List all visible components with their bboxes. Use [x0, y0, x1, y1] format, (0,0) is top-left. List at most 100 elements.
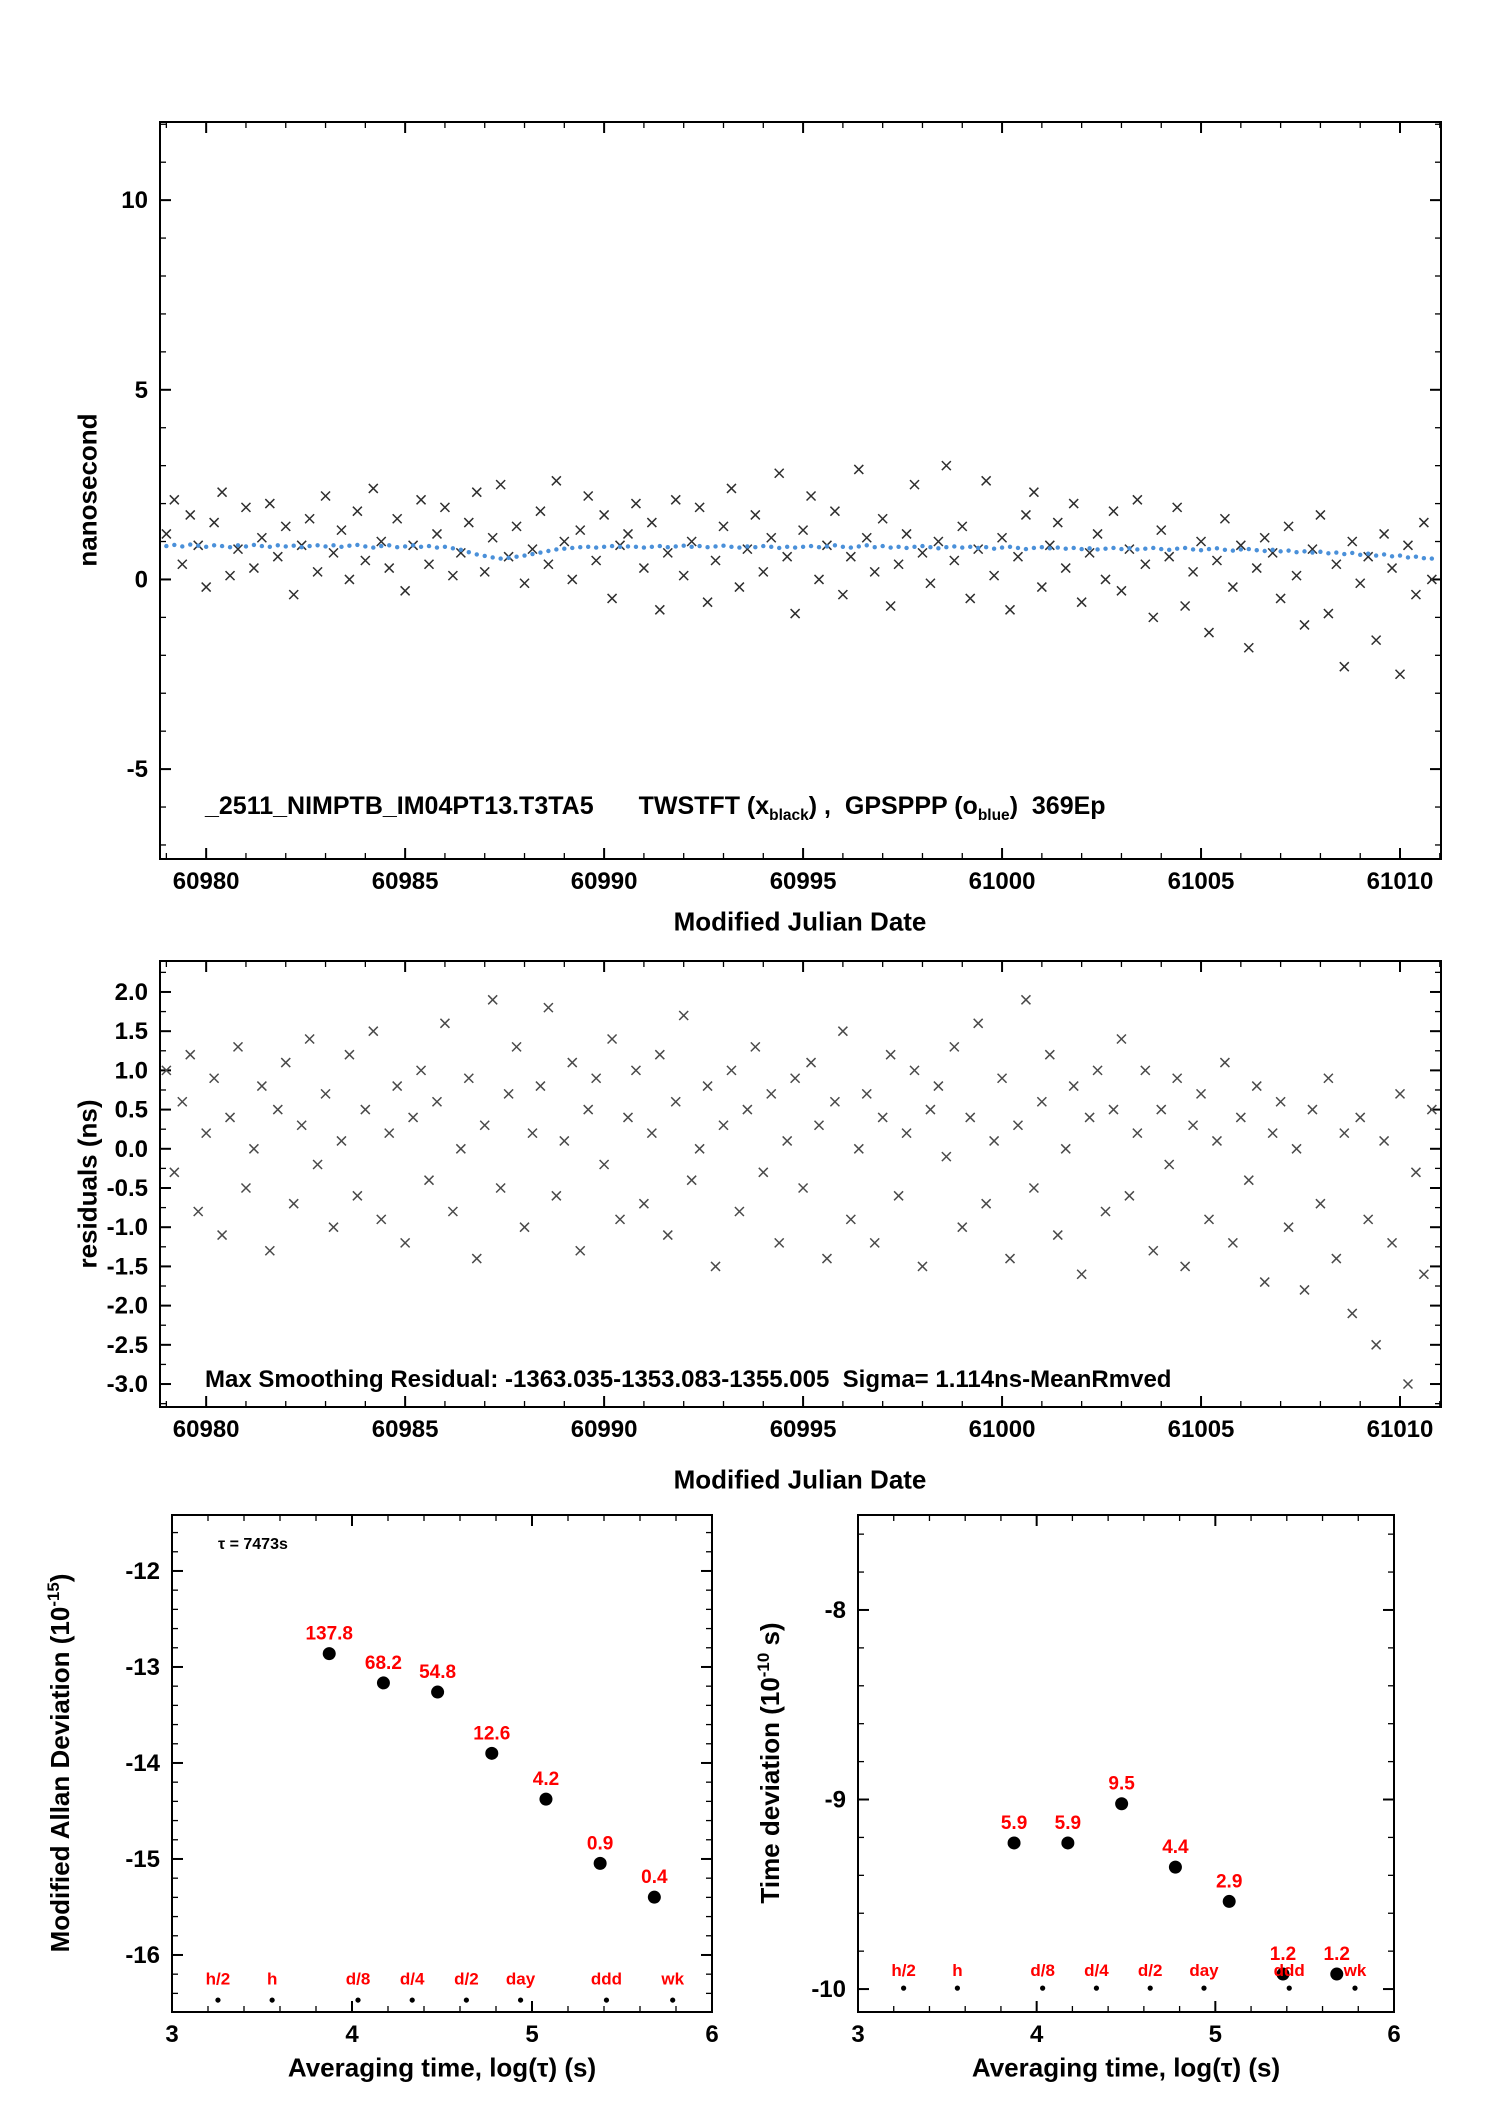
dot-marker — [729, 544, 734, 550]
dot-marker — [832, 543, 838, 548]
x-marker — [861, 1088, 872, 1099]
unit-marker-label: d/2 — [454, 1970, 479, 1989]
x-marker — [766, 532, 777, 543]
y-tick-label: -1.5 — [107, 1253, 148, 1280]
x-tick-label: 61000 — [969, 868, 1036, 895]
dot-marker — [1031, 545, 1037, 551]
x-marker — [400, 1237, 411, 1248]
x-marker — [869, 566, 880, 577]
dot-marker — [188, 542, 193, 547]
x-marker — [893, 1190, 904, 1201]
deviation-value-label: 137.8 — [305, 1624, 353, 1645]
x-marker — [591, 555, 602, 566]
x-marker — [949, 555, 960, 566]
x-marker — [1347, 536, 1358, 547]
x-marker — [312, 1159, 323, 1170]
x-marker — [989, 570, 1000, 581]
deviation-value-label: 9.5 — [1108, 1774, 1135, 1795]
y-tick-label: 1.0 — [115, 1057, 148, 1084]
x-marker — [829, 1096, 840, 1107]
x-marker — [384, 1128, 395, 1139]
dot-marker — [1262, 548, 1267, 554]
panel-mdev: 3 4 5 6 -12 -13 -14 -15 -16 137.8 68.2 54.8 12.6 4.2 0… — [125, 1514, 719, 2048]
deviation-value-label: 1.2 — [1270, 1944, 1296, 1965]
dot-marker — [1365, 551, 1371, 556]
dot-marker — [331, 543, 336, 548]
x-marker — [1092, 528, 1103, 539]
x-marker — [1426, 574, 1437, 585]
unit-marker-dot — [603, 1997, 610, 2003]
gpsppp-marker-subscript: blue — [977, 807, 1010, 824]
unit-marker-label: d/8 — [1030, 1961, 1055, 1980]
x-marker — [1426, 1104, 1437, 1115]
epoch-count-label: ) 369Ep — [1009, 792, 1106, 820]
dot-marker — [944, 545, 949, 550]
x-marker — [1219, 1057, 1230, 1068]
dot-marker — [1270, 547, 1275, 553]
x-marker — [288, 589, 299, 600]
x-marker — [925, 1104, 936, 1115]
x-marker — [1211, 1135, 1222, 1146]
deviation-point — [1007, 1836, 1021, 1850]
dot-marker — [1079, 546, 1084, 552]
x-marker — [766, 1088, 777, 1099]
x-marker — [1108, 506, 1119, 517]
dot-marker — [1039, 545, 1045, 550]
x-marker — [981, 475, 992, 486]
x-marker — [575, 525, 586, 536]
x-marker — [161, 528, 172, 539]
dot-marker — [371, 545, 376, 550]
x-marker — [702, 1081, 713, 1092]
dot-marker — [792, 545, 798, 550]
dot-marker — [1254, 548, 1259, 553]
x-tick-label: 61010 — [1367, 1416, 1434, 1443]
x-marker — [917, 1261, 928, 1272]
y-tick-label: -2.5 — [107, 1332, 148, 1359]
dot-marker — [1334, 550, 1339, 555]
dot-marker — [394, 545, 400, 550]
deviation-value-label: 5.9 — [1055, 1813, 1081, 1834]
dot-marker — [434, 545, 440, 550]
x-marker — [1156, 1104, 1167, 1115]
x-marker — [1108, 1104, 1119, 1115]
x-marker — [901, 528, 912, 539]
x-marker — [941, 460, 952, 471]
dot-marker — [1294, 549, 1299, 555]
x-marker — [965, 1112, 976, 1123]
x-tick-label: 61005 — [1168, 1416, 1235, 1443]
deviation-value-label: 12.6 — [473, 1723, 510, 1744]
dot-marker — [1063, 546, 1068, 551]
x-marker — [1339, 661, 1350, 672]
x-marker — [431, 528, 443, 539]
dot-marker — [387, 543, 392, 548]
x-marker — [981, 1198, 992, 1209]
x-marker — [654, 604, 665, 615]
x-tick-label: 60990 — [571, 1416, 638, 1443]
x-marker — [304, 513, 315, 524]
unit-marker-dot — [670, 1997, 676, 2003]
x-marker — [543, 559, 554, 570]
x-marker — [1418, 1269, 1429, 1280]
x-marker — [607, 593, 618, 604]
x-marker — [1211, 555, 1222, 566]
x-marker — [1004, 1253, 1016, 1264]
x-marker — [1387, 563, 1398, 574]
x-marker — [1331, 1253, 1342, 1264]
x-marker — [256, 1081, 267, 1092]
x-marker — [328, 1222, 339, 1233]
x-tick-label: 6 — [1387, 2021, 1400, 2048]
unit-marker-label: d/8 — [346, 1970, 371, 1989]
x-marker — [1394, 1088, 1406, 1099]
x-marker — [798, 525, 809, 536]
x-marker — [1315, 509, 1326, 520]
x-marker — [495, 1182, 506, 1194]
x-marker — [686, 536, 697, 547]
y-tick-label: -9 — [825, 1787, 846, 1814]
dot-marker — [1318, 549, 1323, 554]
deviation-value-label: 4.2 — [533, 1769, 559, 1790]
unit-marker-label: h/2 — [891, 1961, 916, 1980]
deviation-point — [1276, 1967, 1290, 1981]
x-marker — [925, 578, 936, 589]
dot-marker — [1421, 556, 1427, 561]
dot-marker — [172, 542, 177, 548]
